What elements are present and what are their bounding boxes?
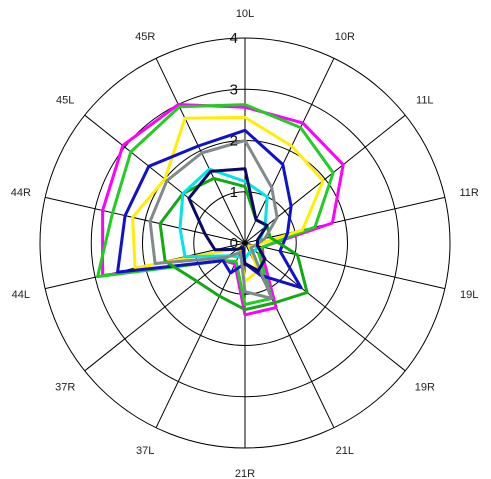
spoke-line xyxy=(244,58,335,244)
radial-tick-label: 1 xyxy=(230,184,238,201)
spoke-line xyxy=(244,196,445,244)
series-polygon xyxy=(101,103,345,317)
category-label: 45R xyxy=(135,31,155,43)
category-label: 11R xyxy=(460,187,479,199)
radial-tick-label: 3 xyxy=(230,81,238,98)
category-label: 37L xyxy=(136,445,154,457)
spoke-line xyxy=(155,58,246,244)
category-label: 44L xyxy=(12,289,30,301)
category-label: 44R xyxy=(11,187,31,199)
series-polygon xyxy=(148,139,279,300)
label-layer: 0 1 2 3 4 10L 10R 11L 11R 19L 19R 21L 21R 37L 37R 44L 44… xyxy=(11,8,479,479)
spoke-line xyxy=(244,242,445,290)
spoke-line xyxy=(84,242,246,372)
series-polygon xyxy=(187,167,269,273)
radial-tick-label: 4 xyxy=(230,30,238,47)
radial-tick-label: 2 xyxy=(230,133,238,150)
category-label: 19L xyxy=(460,289,478,301)
category-label: 21R xyxy=(235,468,255,479)
category-label: 10L xyxy=(236,8,254,20)
radial-tick-label: 0 xyxy=(230,235,238,252)
series-polygon xyxy=(96,103,335,306)
series-layer xyxy=(96,103,345,317)
spoke-line xyxy=(244,242,406,372)
spoke-line xyxy=(45,196,246,244)
category-label: 21L xyxy=(336,445,354,457)
category-label: 19R xyxy=(415,381,435,393)
series-polygon xyxy=(158,176,309,312)
spoke-line xyxy=(244,114,406,244)
category-label: 11L xyxy=(416,95,434,107)
category-label: 10R xyxy=(335,31,355,43)
category-label: 37R xyxy=(55,381,75,393)
category-label: 45L xyxy=(56,95,74,107)
